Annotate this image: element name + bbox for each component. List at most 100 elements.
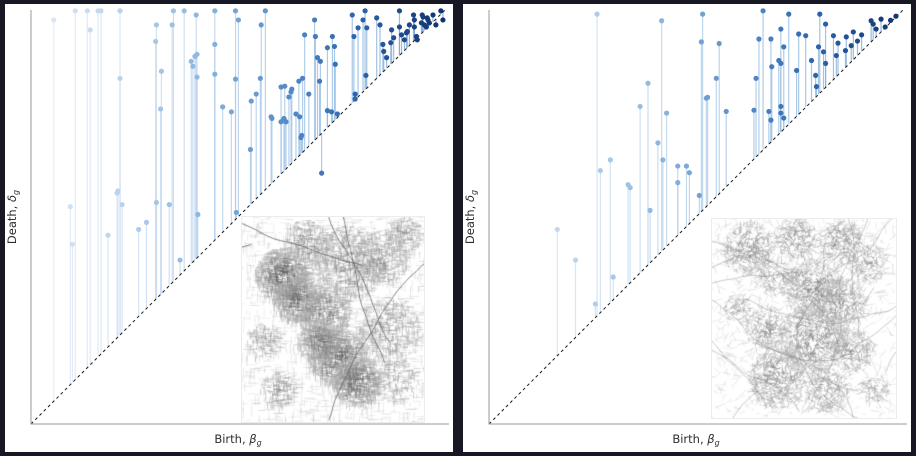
data-point — [248, 98, 254, 104]
data-point — [363, 72, 369, 79]
data-point — [391, 35, 397, 41]
data-point — [281, 115, 287, 122]
data-point — [232, 76, 239, 82]
data-point — [803, 33, 809, 39]
data-point — [396, 8, 403, 14]
data-point — [411, 17, 417, 23]
data-point — [794, 67, 800, 74]
data-point — [698, 39, 704, 45]
data-point — [768, 117, 774, 123]
data-point — [157, 106, 164, 112]
data-point — [850, 29, 856, 35]
data-point — [258, 22, 264, 28]
data-point — [655, 140, 661, 146]
data-point — [153, 38, 159, 45]
data-point — [675, 180, 681, 186]
data-point — [572, 257, 579, 263]
data-point — [396, 24, 403, 30]
plot-svg-right: Birth, βg Death, δg — [463, 8, 907, 448]
data-point — [286, 94, 292, 100]
data-point — [188, 58, 194, 64]
data-point — [297, 114, 303, 120]
data-point — [786, 11, 792, 17]
data-point — [817, 11, 823, 17]
data-point — [696, 192, 702, 199]
data-point — [257, 75, 263, 81]
data-point — [72, 8, 78, 14]
data-point — [426, 20, 432, 26]
data-point — [262, 8, 268, 14]
data-point — [420, 14, 426, 20]
data-point — [212, 8, 218, 14]
data-point — [808, 57, 815, 64]
data-point — [723, 108, 729, 115]
data-point — [398, 32, 405, 38]
data-point — [607, 157, 613, 163]
data-point — [296, 78, 302, 84]
data-point — [299, 132, 305, 139]
data-point — [781, 115, 787, 121]
data-point — [882, 24, 888, 30]
data-point — [352, 96, 358, 102]
data-point-group — [554, 8, 899, 307]
data-point — [411, 24, 417, 30]
data-point — [377, 22, 383, 28]
data-point — [293, 111, 299, 117]
data-point — [192, 53, 198, 59]
data-point — [334, 111, 340, 117]
data-point — [316, 78, 323, 84]
data-point — [835, 40, 841, 46]
data-point — [98, 8, 104, 14]
data-point — [317, 58, 323, 64]
data-point — [311, 17, 318, 23]
data-point — [647, 207, 653, 213]
data-point — [352, 91, 358, 97]
data-point — [760, 8, 766, 14]
data-point — [312, 33, 319, 40]
data-point — [873, 26, 879, 32]
data-point — [769, 64, 775, 70]
data-point — [878, 16, 884, 22]
data-point — [349, 12, 355, 18]
data-point — [67, 204, 73, 210]
data-point — [314, 55, 321, 61]
data-point — [181, 8, 187, 14]
data-point — [228, 109, 234, 115]
data-point — [433, 22, 439, 28]
data-point — [232, 8, 239, 14]
data-point — [388, 40, 394, 46]
data-point — [105, 232, 111, 238]
data-point — [404, 28, 410, 35]
data-point — [401, 37, 408, 43]
data-point — [843, 34, 849, 40]
y-axis-label: Death, δg — [5, 190, 21, 244]
data-point — [594, 11, 600, 17]
data-point — [177, 257, 183, 263]
data-point — [842, 47, 849, 54]
data-point — [751, 107, 757, 113]
data-point — [117, 8, 123, 14]
data-point — [859, 32, 865, 38]
data-point — [675, 163, 681, 169]
data-point — [716, 40, 722, 47]
data-point — [768, 36, 774, 42]
data-point — [813, 72, 819, 79]
data-point — [781, 44, 787, 50]
data-point — [331, 43, 338, 50]
x-axis-label: Birth, βg — [672, 432, 719, 448]
data-point — [660, 157, 666, 163]
data-point — [592, 301, 598, 307]
data-point — [778, 103, 784, 110]
data-point — [158, 68, 165, 74]
data-point — [659, 18, 665, 24]
data-point — [195, 211, 201, 218]
data-point — [854, 38, 861, 44]
data-point — [597, 168, 603, 174]
data-point — [406, 22, 412, 28]
data-point — [233, 209, 239, 216]
data-point — [374, 15, 380, 21]
data-point — [430, 12, 436, 18]
data-point — [610, 274, 616, 280]
data-point — [820, 49, 827, 55]
data-point — [166, 201, 172, 208]
